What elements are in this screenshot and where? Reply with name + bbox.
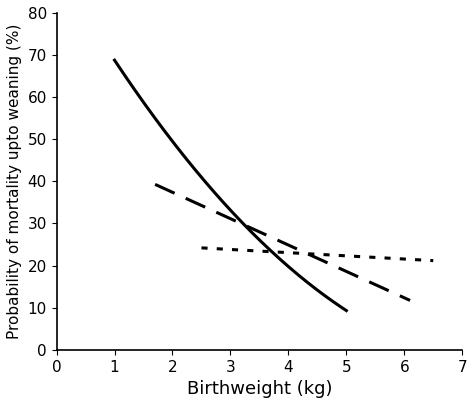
X-axis label: Birthweight (kg): Birthweight (kg) xyxy=(187,380,332,398)
Y-axis label: Probability of mortality upto weaning (%): Probability of mortality upto weaning (%… xyxy=(7,23,22,339)
